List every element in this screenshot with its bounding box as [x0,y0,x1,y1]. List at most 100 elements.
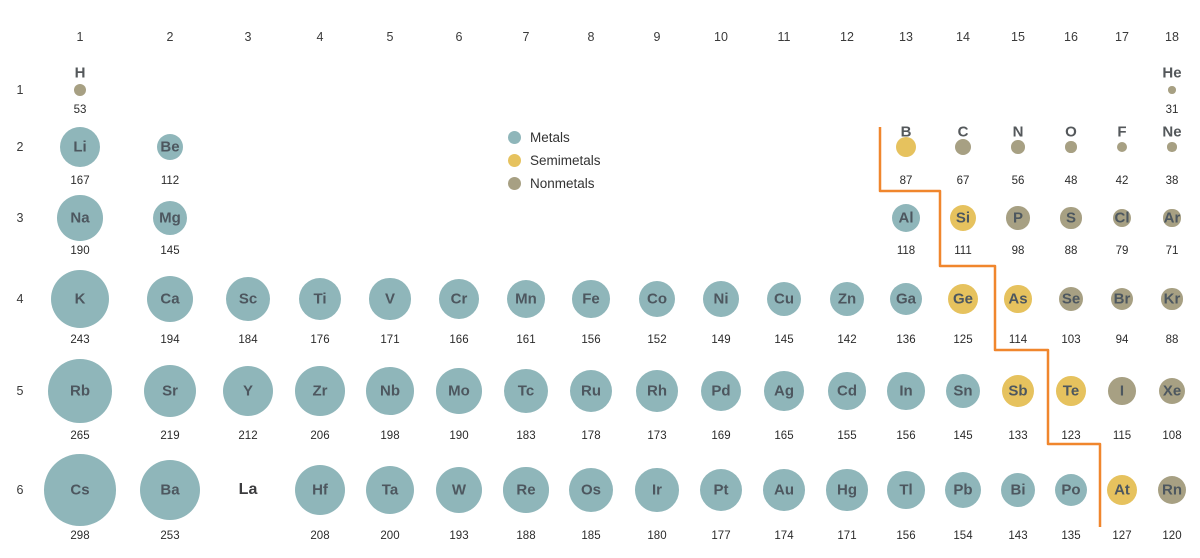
element-circle-Na [57,195,103,241]
element-circle-Xe [1159,378,1185,404]
element-symbol-Fe: Fe [582,290,600,308]
element-value-Rb: 265 [70,430,90,442]
group-label-5: 5 [386,30,394,44]
element-value-Po: 135 [1061,530,1081,542]
element-circle-Cd [828,372,866,410]
element-symbol-S: S [1065,209,1077,227]
element-symbol-Al: Al [898,209,914,227]
element-symbol-Ba: Ba [160,481,180,499]
element-circle-Rh [636,370,678,412]
element-circle-Os [568,467,614,513]
element-value-Hg: 171 [837,530,857,542]
element-circle-In [887,372,925,410]
element-symbol-Ti: Ti [313,290,327,308]
element-symbol-N: N [1012,123,1024,141]
element-value-B: 87 [899,175,913,187]
element-value-Ca: 194 [160,334,180,346]
element-value-Mg: 145 [160,245,180,257]
element-circle-C [954,138,972,156]
element-value-S: 88 [1064,245,1078,257]
group-label-16: 16 [1064,30,1078,44]
element-value-Hf: 208 [310,530,330,542]
element-value-Tc: 183 [516,430,536,442]
element-circle-Ar [1163,209,1181,227]
element-symbol-Pt: Pt [713,481,729,499]
element-symbol-Ir: Ir [651,481,663,499]
group-label-7: 7 [522,30,530,44]
element-symbol-Rb: Rb [70,382,90,400]
element-symbol-At: At [1114,481,1130,499]
element-value-Al: 118 [896,245,916,257]
element-value-Co: 152 [647,334,667,346]
element-symbol-Ca: Ca [160,290,180,308]
element-value-Pb: 154 [953,530,973,542]
element-value-Au: 174 [774,530,794,542]
element-circle-P [1006,206,1030,230]
element-circle-Rb [48,359,112,423]
element-value-Cu: 145 [774,334,794,346]
element-value-Y: 212 [238,430,258,442]
element-circle-Ca [146,275,194,323]
element-symbol-Cu: Cu [774,290,794,308]
element-circle-Te [1056,376,1086,406]
element-value-Se: 103 [1061,334,1081,346]
element-circle-Ga [889,282,923,316]
group-label-2: 2 [166,30,174,44]
element-circle-Fe [572,280,610,318]
element-circle-Pd [700,370,742,412]
element-circle-Cr [439,279,479,319]
element-symbol-Cs: Cs [70,481,90,499]
element-symbol-Mn: Mn [515,290,537,308]
element-circle-Po [1054,473,1088,507]
element-symbol-Kr: Kr [1163,290,1181,308]
element-value-W: 193 [449,530,469,542]
element-symbol-Mo: Mo [448,382,470,400]
element-circle-Co [638,280,676,318]
element-circle-Y [222,365,274,417]
element-circle-Ti [298,277,342,321]
element-symbol-O: O [1065,123,1077,141]
element-circle-Li [59,126,101,168]
element-circle-V [369,278,411,320]
element-value-Nb: 198 [380,430,400,442]
period-label-3: 3 [16,211,24,225]
element-circle-Ba [139,459,201,521]
element-value-Li: 167 [70,175,90,187]
element-value-He: 31 [1165,104,1179,116]
element-value-V: 171 [380,334,400,346]
element-symbol-Sr: Sr [162,382,178,400]
element-symbol-Bi: Bi [1010,481,1026,499]
element-symbol-Br: Br [1113,290,1131,308]
element-value-F: 42 [1115,175,1129,187]
group-label-18: 18 [1165,30,1179,44]
element-circle-He [1168,86,1176,94]
element-symbol-Y: Y [242,382,254,400]
element-value-H: 53 [73,104,87,116]
element-circle-Sc [225,276,271,322]
element-circle-O [1065,141,1077,153]
element-value-Os: 185 [581,530,601,542]
element-symbol-Tl: Tl [899,481,913,499]
element-value-C: 67 [956,175,970,187]
group-label-4: 4 [316,30,324,44]
element-symbol-In: In [899,382,913,400]
element-circle-Br [1110,287,1134,311]
period-label-5: 5 [16,384,24,398]
element-value-N: 56 [1011,175,1025,187]
group-label-3: 3 [244,30,252,44]
group-label-1: 1 [76,30,84,44]
element-symbol-V: V [384,290,396,308]
group-label-12: 12 [840,30,854,44]
element-value-Cr: 166 [449,334,469,346]
element-symbol-La: La [238,481,258,498]
element-circle-S [1060,207,1082,229]
element-circle-Nb [366,367,414,415]
element-symbol-B: B [900,123,912,141]
element-circle-Sr [143,364,197,418]
legend-label-nonmetal: Nonmetals [530,175,595,191]
element-symbol-Zr: Zr [312,382,328,400]
element-symbol-Zn: Zn [837,290,857,308]
element-circle-Al [891,203,921,233]
element-symbol-Mg: Mg [159,209,181,227]
